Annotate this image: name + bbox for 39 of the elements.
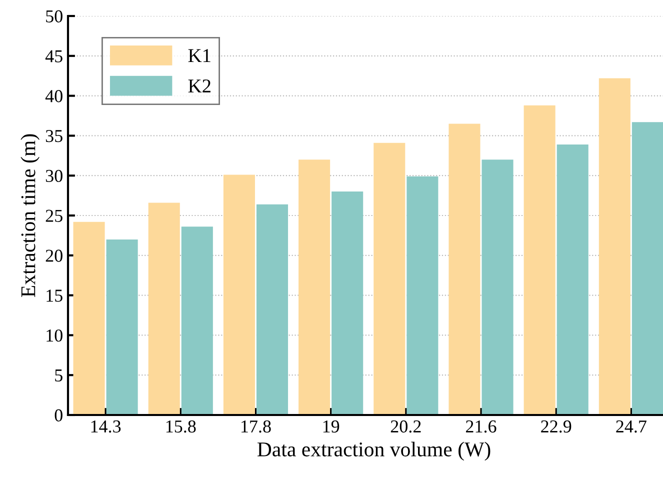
x-tick-label: 24.7	[616, 420, 646, 433]
y-axis-title: Extraction time (m)	[20, 134, 40, 298]
bar	[332, 192, 364, 415]
legend-label: K2	[188, 80, 210, 92]
y-tick-label: 15	[46, 290, 62, 302]
x-tick-label: 21.6	[466, 420, 496, 433]
bar	[73, 222, 105, 415]
y-tick-label: 30	[46, 170, 62, 182]
bar	[223, 174, 255, 415]
bar	[181, 226, 213, 415]
x-tick-label: 15.8	[166, 420, 196, 433]
x-axis-title: Data extraction volume (W)	[257, 442, 490, 461]
bar	[298, 160, 330, 415]
x-tick-label: 19	[323, 420, 340, 433]
bar	[482, 160, 514, 415]
y-tick-label: 0	[54, 409, 62, 422]
y-tick-label: 20	[46, 250, 62, 262]
y-tick-label: 50	[46, 10, 62, 22]
y-tick-label: 35	[46, 130, 62, 142]
x-tick-label: 17.8	[242, 420, 271, 433]
bar	[632, 122, 663, 415]
y-tick-label: 10	[46, 329, 62, 342]
x-tick-label: 14.3	[91, 420, 121, 433]
bar	[448, 124, 480, 415]
y-tick-label: 40	[45, 90, 62, 102]
y-tick-label: 25	[46, 210, 62, 222]
x-tick-label: 22.9	[541, 420, 572, 433]
y-tick-label: 5	[55, 370, 62, 382]
bar	[106, 239, 138, 415]
legend-label: K1	[188, 49, 210, 62]
bar	[374, 142, 406, 415]
bar	[556, 144, 588, 415]
bar	[256, 204, 288, 415]
y-tick-label: 45	[45, 50, 62, 62]
bar	[598, 78, 630, 415]
bar	[524, 105, 556, 415]
x-tick-label: 20.2	[390, 420, 421, 433]
bar	[148, 202, 180, 415]
bar	[406, 176, 438, 415]
